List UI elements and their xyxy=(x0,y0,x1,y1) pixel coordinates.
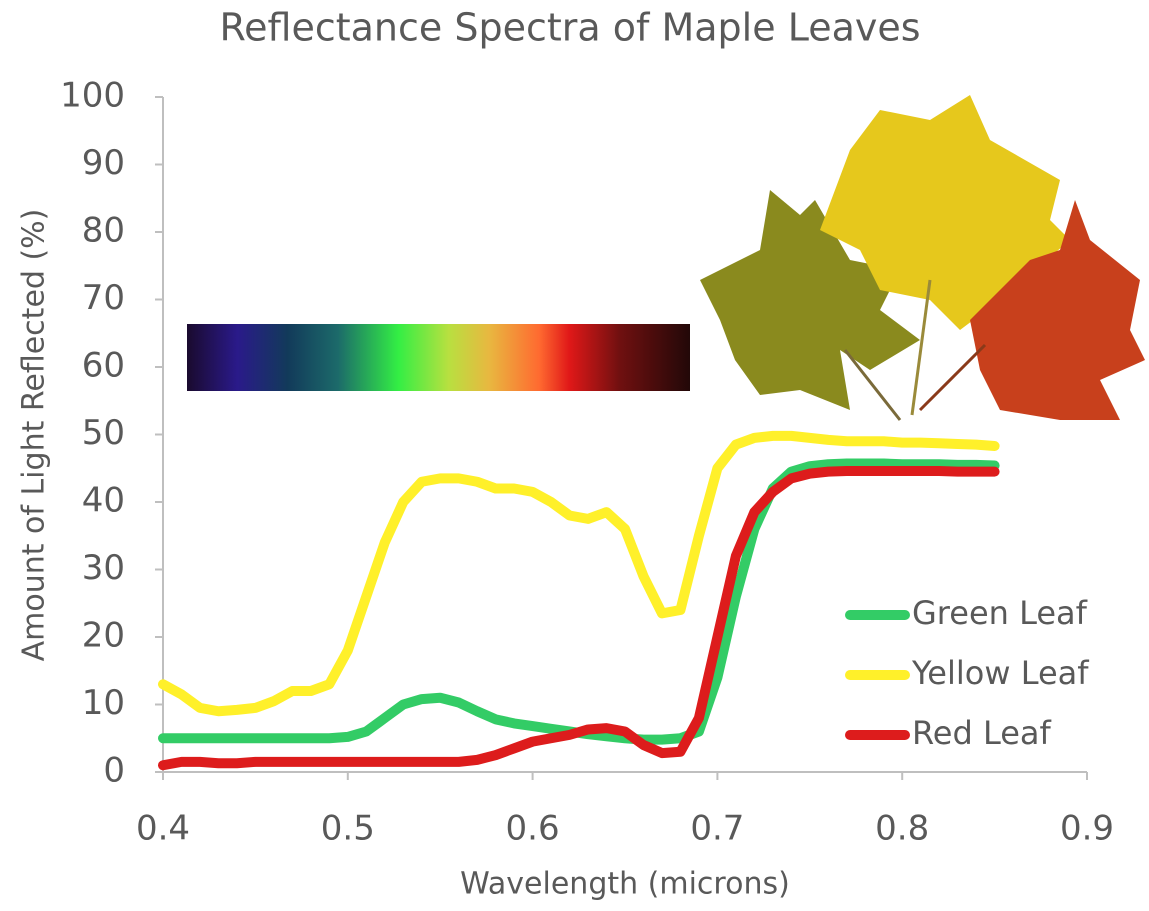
y-axis-title: Amount of Light Reflected (%) xyxy=(17,209,52,662)
leaves-illustration xyxy=(700,95,1145,421)
legend-label: Yellow Leaf xyxy=(911,654,1089,692)
x-tick-label: 0.4 xyxy=(136,809,190,849)
spectrum-bar xyxy=(187,324,690,391)
x-tick-label: 0.8 xyxy=(875,809,929,849)
y-tick-label: 20 xyxy=(82,616,125,656)
y-tick-label: 50 xyxy=(82,413,125,453)
y-tick-label: 10 xyxy=(82,683,125,723)
x-tick-label: 0.5 xyxy=(321,809,375,849)
y-tick-label: 30 xyxy=(82,548,125,588)
data-line xyxy=(158,465,1000,771)
y-tick-label: 40 xyxy=(82,481,125,521)
x-tick-label: 0.7 xyxy=(690,809,744,849)
x-axis-title: Wavelength (microns) xyxy=(460,867,790,902)
y-tick-label: 80 xyxy=(82,211,125,251)
legend-label: Green Leaf xyxy=(912,594,1088,632)
x-tick-label: 0.6 xyxy=(506,809,560,849)
y-tick-label: 70 xyxy=(82,278,125,318)
y-tick-label: 0 xyxy=(103,751,125,791)
data-line xyxy=(158,430,1000,717)
y-tick-label: 100 xyxy=(60,76,125,116)
x-tick-label: 0.9 xyxy=(1060,809,1114,849)
legend-label: Red Leaf xyxy=(912,714,1052,752)
chart-title: Reflectance Spectra of Maple Leaves xyxy=(219,6,920,50)
y-tick-label: 90 xyxy=(82,143,125,183)
y-tick-label: 60 xyxy=(82,346,125,386)
